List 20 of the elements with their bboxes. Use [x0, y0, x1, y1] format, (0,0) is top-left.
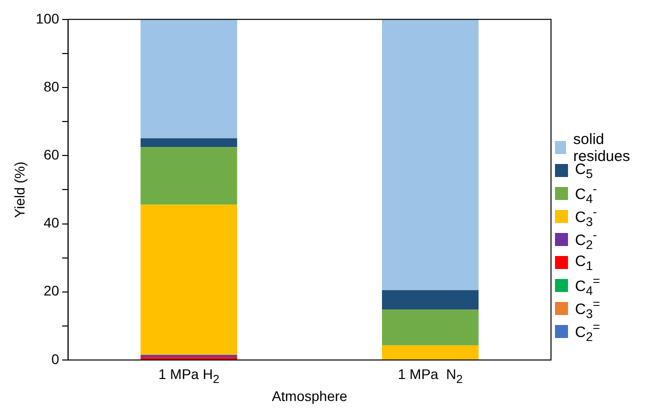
y-tick-label: 60 — [44, 146, 60, 162]
bar — [382, 19, 479, 290]
bar — [382, 310, 479, 346]
bar — [382, 345, 479, 360]
bar — [140, 354, 238, 358]
bar — [140, 138, 238, 148]
y-axis-title: Yield (%) — [11, 162, 28, 218]
bar — [140, 204, 238, 355]
x-axis-title: Atmosphere — [270, 388, 348, 404]
x-tick-label: 1 MPa N$_{2}$ — [396, 366, 464, 386]
y-tick-label: 80 — [44, 78, 60, 94]
y-tick-label: 0 — [51, 350, 60, 367]
bar — [140, 147, 238, 205]
legend-label: C$_{1}$ — [575, 252, 593, 272]
x-tick-label: 1 MPa H$_{2}$ — [157, 366, 220, 386]
y-tick-label: 20 — [44, 282, 60, 299]
y-tick-label: 40 — [44, 214, 60, 231]
bar — [382, 290, 479, 310]
bar — [140, 19, 238, 138]
y-tick-label: 100 — [36, 10, 60, 26]
